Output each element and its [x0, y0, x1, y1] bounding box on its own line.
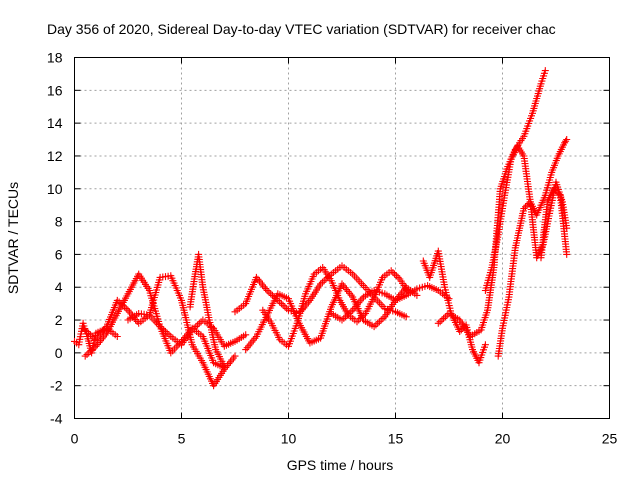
chart-title: Day 356 of 2020, Sidereal Day-to-day VTE… [47, 21, 556, 37]
x-tick-label: 5 [178, 431, 186, 447]
y-axis-label: SDTVAR / TECUs [5, 182, 21, 294]
data-point-marks [419, 247, 489, 367]
y-tick-label: 16 [47, 82, 63, 98]
data-point-marks [481, 142, 571, 294]
y-tick-label: 14 [47, 115, 63, 131]
series-13 [71, 319, 121, 357]
data-point-marks [327, 282, 453, 324]
data-point-marks [186, 250, 228, 370]
x-tick-label: 10 [281, 431, 297, 447]
series-4 [186, 250, 228, 370]
plot-frame [74, 57, 610, 419]
x-tick-label: 20 [495, 431, 511, 447]
axis-ticks: 0 5 10 15 20 25 -4 -2 0 2 4 6 8 10 12 14 16 18 [47, 50, 618, 447]
y-tick-label: 6 [55, 246, 63, 262]
y-tick-label: 2 [55, 312, 63, 328]
y-tick-label: -4 [50, 411, 63, 427]
series-9 [419, 247, 489, 367]
series-8 [327, 282, 453, 324]
data-point-marks [242, 280, 421, 354]
x-tick-label: 25 [602, 431, 618, 447]
series-11 [481, 142, 571, 294]
y-tick-label: 10 [47, 181, 63, 197]
x-tick-label: 0 [71, 431, 79, 447]
series-6 [242, 280, 421, 354]
data-marks [71, 67, 571, 390]
y-tick-label: 8 [55, 214, 63, 230]
y-tick-label: -2 [50, 378, 63, 394]
grid [74, 57, 610, 419]
y-tick-label: 18 [47, 50, 63, 66]
data-point-marks [494, 136, 571, 360]
series-12 [494, 136, 571, 360]
series-14 [537, 185, 571, 262]
data-point-marks [537, 185, 571, 262]
data-point-marks [71, 319, 121, 357]
x-axis-label: GPS time / hours [287, 457, 394, 473]
y-tick-label: 4 [55, 279, 63, 295]
y-tick-label: 12 [47, 148, 63, 164]
data-point-marks [259, 264, 412, 350]
y-tick-label: 0 [55, 345, 63, 361]
series-7 [259, 264, 412, 350]
x-tick-label: 15 [388, 431, 404, 447]
